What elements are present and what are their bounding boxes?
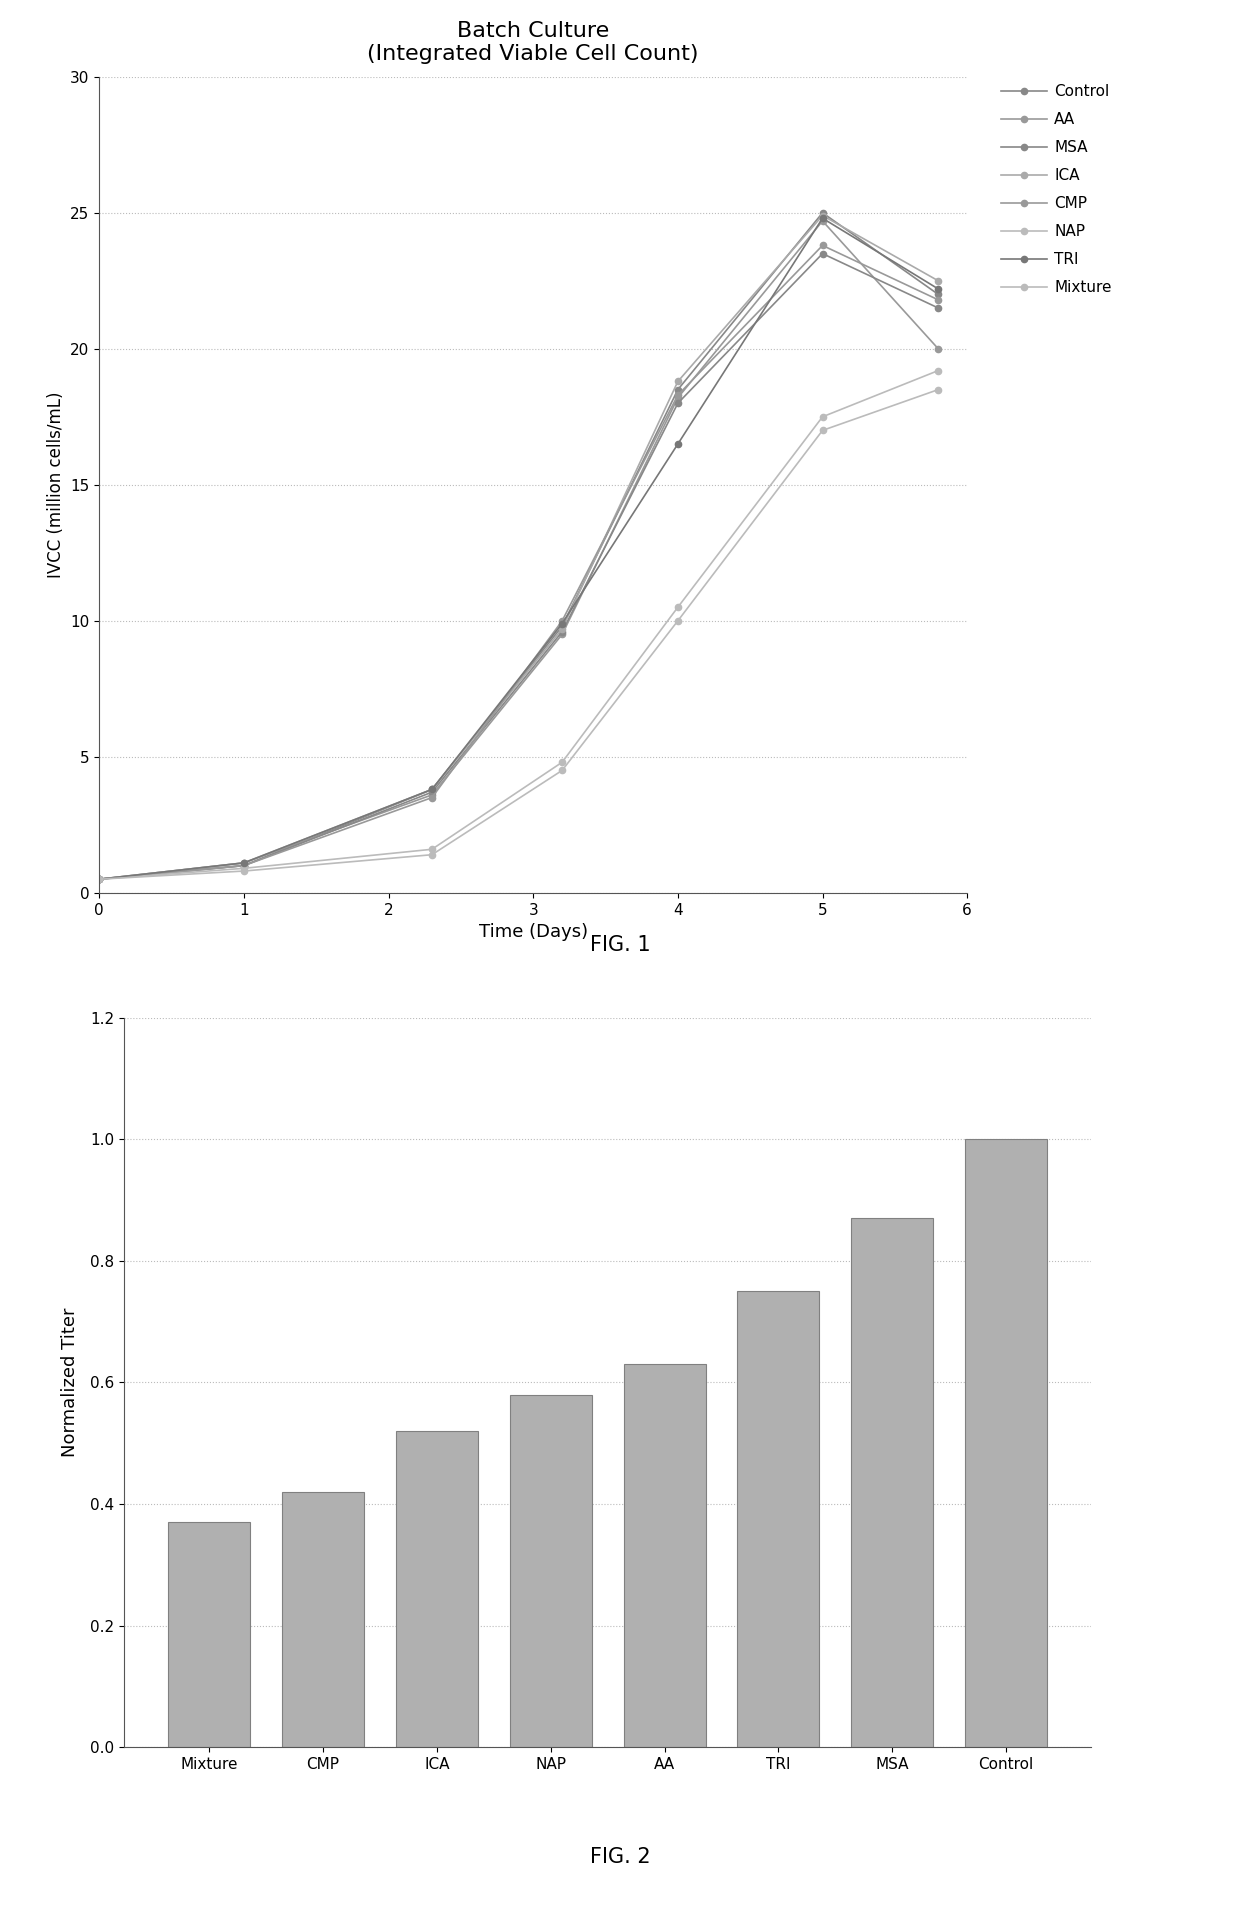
AA (92, 868, 107, 891)
Mixture (92, 868, 107, 891)
TRI (815, 207, 830, 230)
Mixture (671, 609, 686, 632)
Line: TRI: TRI (95, 215, 941, 883)
Text: FIG. 2: FIG. 2 (590, 1847, 650, 1866)
AA (815, 209, 830, 232)
Bar (624, 1363, 706, 1747)
Bar (167, 1523, 250, 1747)
ICA (815, 204, 830, 227)
Control (92, 868, 107, 891)
NAP (237, 856, 252, 879)
AA (931, 338, 946, 361)
TRI (424, 778, 439, 801)
Line: CMP: CMP (95, 242, 941, 883)
ICA (671, 371, 686, 394)
CMP (815, 234, 830, 257)
TRI (554, 612, 569, 636)
MSA (815, 242, 830, 265)
Bar (510, 1394, 591, 1747)
Line: ICA: ICA (95, 213, 941, 883)
TRI (92, 868, 107, 891)
CMP (671, 384, 686, 407)
NAP (92, 868, 107, 891)
CMP (554, 609, 569, 632)
Mixture (931, 378, 946, 401)
Bar (965, 1139, 1048, 1747)
Y-axis label: IVCC (million cells/mL): IVCC (million cells/mL) (47, 392, 64, 578)
Y-axis label: Normalized Titer: Normalized Titer (61, 1308, 79, 1457)
Mixture (237, 860, 252, 883)
X-axis label: Time (Days): Time (Days) (479, 924, 588, 941)
Line: Mixture: Mixture (95, 386, 941, 883)
AA (237, 851, 252, 874)
CMP (931, 288, 946, 311)
Mixture (424, 843, 439, 866)
Bar (281, 1492, 363, 1747)
Bar (738, 1292, 820, 1747)
NAP (815, 405, 830, 428)
Control (815, 202, 830, 225)
MSA (671, 392, 686, 415)
ICA (554, 618, 569, 641)
ICA (237, 851, 252, 874)
CMP (237, 854, 252, 877)
NAP (424, 837, 439, 860)
Line: AA: AA (95, 217, 941, 883)
MSA (237, 854, 252, 877)
AA (424, 783, 439, 806)
NAP (931, 359, 946, 382)
Title: Batch Culture
(Integrated Viable Cell Count): Batch Culture (Integrated Viable Cell Co… (367, 21, 699, 63)
Control (931, 282, 946, 305)
MSA (554, 620, 569, 643)
TRI (931, 278, 946, 301)
Line: MSA: MSA (95, 250, 941, 883)
AA (554, 622, 569, 645)
MSA (92, 868, 107, 891)
AA (671, 386, 686, 409)
Control (424, 778, 439, 801)
Mixture (815, 419, 830, 442)
CMP (92, 868, 107, 891)
Text: FIG. 1: FIG. 1 (590, 935, 650, 954)
NAP (671, 595, 686, 618)
TRI (671, 432, 686, 455)
Control (554, 614, 569, 637)
Bar (852, 1219, 934, 1747)
Control (671, 378, 686, 401)
MSA (931, 296, 946, 319)
ICA (92, 868, 107, 891)
Control (237, 854, 252, 877)
Legend: Control, AA, MSA, ICA, CMP, NAP, TRI, Mixture: Control, AA, MSA, ICA, CMP, NAP, TRI, Mi… (1001, 84, 1112, 296)
CMP (424, 785, 439, 808)
MSA (424, 781, 439, 804)
Line: Control: Control (95, 209, 941, 883)
NAP (554, 751, 569, 774)
Line: NAP: NAP (95, 367, 941, 883)
ICA (424, 778, 439, 801)
TRI (237, 851, 252, 874)
Bar (396, 1430, 477, 1747)
Mixture (554, 758, 569, 781)
ICA (931, 269, 946, 292)
